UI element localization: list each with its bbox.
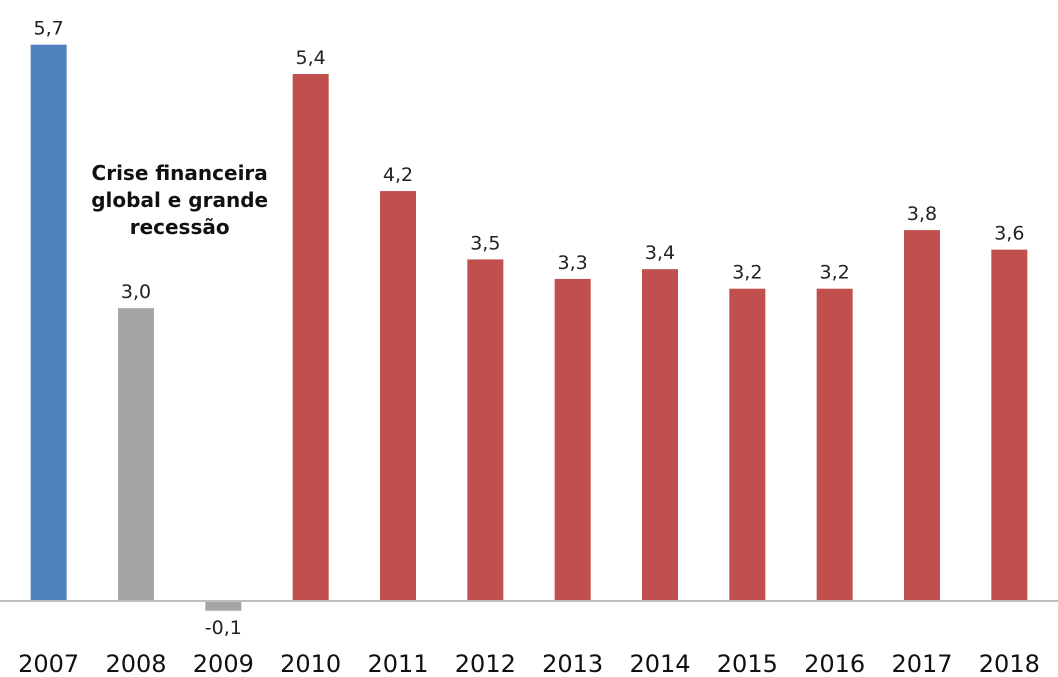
value-label-2011: 4,2 bbox=[383, 164, 413, 186]
x-tick-labels-group: 2007 2008 2009 2010 2011 2012 2013 2014 2015 2016… bbox=[18, 650, 1040, 677]
bar-2015 bbox=[729, 288, 766, 601]
x-tick-label-2011: 2011 bbox=[367, 650, 428, 677]
bar-2018 bbox=[991, 249, 1028, 601]
x-tick-label-2010: 2010 bbox=[280, 650, 341, 677]
value-label-2018: 3,6 bbox=[994, 223, 1024, 245]
annotation-text: Crise financeira global e grande recessão bbox=[91, 161, 268, 239]
bar-2014 bbox=[642, 269, 678, 601]
x-tick-label-2012: 2012 bbox=[455, 650, 516, 677]
annotation-line-2: global e grande bbox=[91, 188, 268, 212]
bars-group bbox=[30, 44, 1028, 611]
x-tick-label-2007: 2007 bbox=[18, 650, 79, 677]
value-label-2008: 3,0 bbox=[121, 281, 151, 303]
value-label-2016: 3,2 bbox=[820, 262, 850, 284]
x-tick-label-2015: 2015 bbox=[717, 650, 778, 677]
x-tick-label-2009: 2009 bbox=[193, 650, 254, 677]
x-tick-label-2014: 2014 bbox=[629, 650, 690, 677]
value-label-2014: 3,4 bbox=[645, 242, 675, 264]
value-label-2017: 3,8 bbox=[907, 203, 937, 225]
bar-2009 bbox=[205, 601, 242, 611]
value-label-2007: 5,7 bbox=[34, 18, 64, 40]
value-label-2009: -0,1 bbox=[205, 617, 242, 639]
x-tick-label-2017: 2017 bbox=[891, 650, 952, 677]
bar-2008 bbox=[118, 308, 154, 601]
value-label-2015: 3,2 bbox=[732, 262, 762, 284]
bar-2011 bbox=[380, 191, 416, 601]
annotation-line-3: recessão bbox=[130, 215, 230, 239]
bar-2016 bbox=[816, 288, 853, 601]
x-tick-label-2018: 2018 bbox=[979, 650, 1040, 677]
bar-2012 bbox=[467, 259, 504, 601]
value-label-2012: 3,5 bbox=[470, 232, 500, 254]
value-label-2013: 3,3 bbox=[558, 252, 588, 274]
bar-2013 bbox=[554, 278, 591, 601]
bar-2010 bbox=[292, 73, 329, 601]
annotation-line-1: Crise financeira bbox=[92, 161, 268, 185]
value-labels-group: 5,7 3,0 -0,1 5,4 4,2 3,5 3,3 3,4 3,2 3,2 3,8 3,6 bbox=[34, 18, 1025, 639]
x-tick-label-2013: 2013 bbox=[542, 650, 603, 677]
bar-2007 bbox=[30, 44, 67, 602]
x-tick-label-2008: 2008 bbox=[105, 650, 166, 677]
bar-2017 bbox=[904, 230, 940, 601]
x-tick-label-2016: 2016 bbox=[804, 650, 865, 677]
value-label-2010: 5,4 bbox=[296, 47, 326, 69]
